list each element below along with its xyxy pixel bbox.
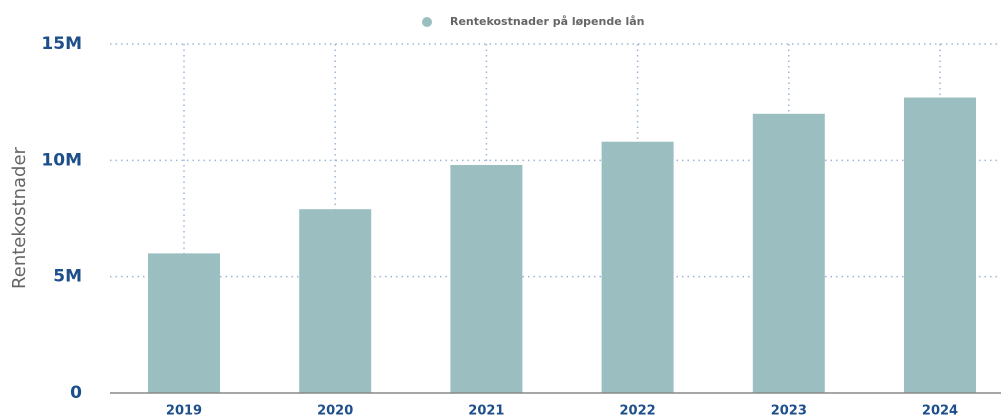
x-tick-label: 2021	[468, 404, 504, 419]
bar	[299, 209, 372, 393]
x-tick-label: 2022	[620, 404, 656, 419]
y-tick-label: 10M	[41, 150, 82, 170]
x-tick-label: 2019	[166, 404, 202, 419]
x-tick-label: 2024	[922, 404, 958, 419]
bar	[601, 141, 674, 393]
y-tick-label: 5M	[53, 267, 82, 287]
y-tick-label: 0	[70, 383, 82, 403]
legend-label: Rentekostnader på løpende lån	[450, 15, 645, 28]
bar	[752, 113, 825, 394]
bar	[148, 253, 220, 393]
y-tick-label: 15M	[41, 34, 82, 54]
x-tick-label: 2023	[771, 404, 807, 419]
legend-marker	[422, 17, 432, 27]
x-tick-label: 2020	[317, 404, 353, 419]
y-axis-label: Rentekostnader	[9, 146, 30, 288]
bar	[450, 164, 523, 393]
bar	[904, 97, 976, 393]
